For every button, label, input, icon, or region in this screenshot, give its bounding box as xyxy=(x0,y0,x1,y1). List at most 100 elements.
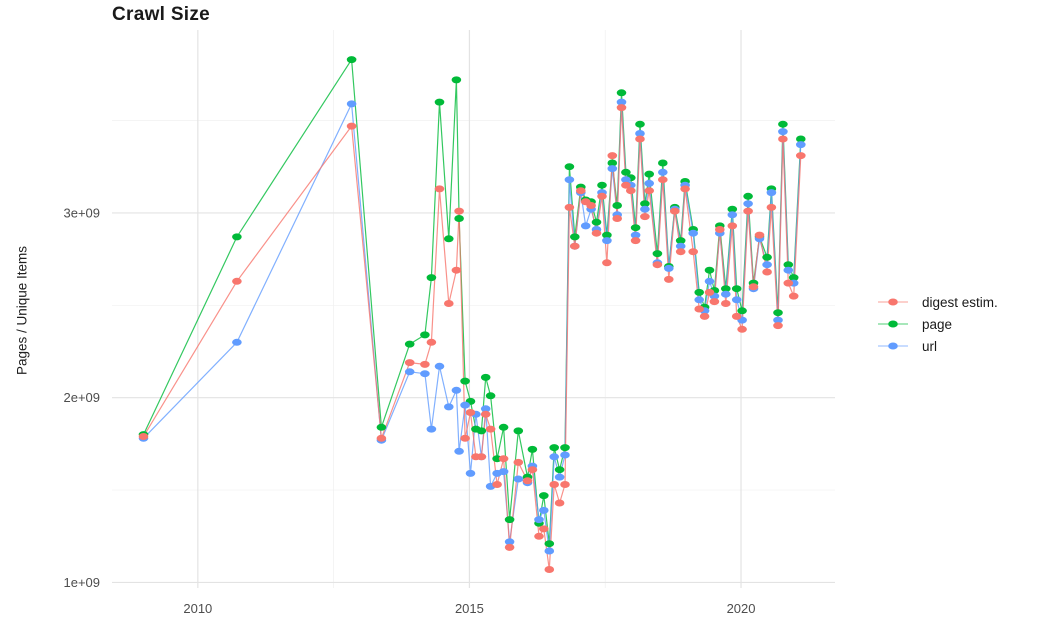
data-point-page xyxy=(554,466,565,474)
data-point-page xyxy=(498,423,509,431)
data-point-digest xyxy=(549,481,559,488)
data-point-digest xyxy=(376,434,387,442)
y-tick-label: 3e+09 xyxy=(63,205,100,220)
legend-label-url: url xyxy=(922,338,938,354)
data-point-digest xyxy=(778,135,788,143)
data-point-url xyxy=(630,231,641,239)
series-line-digest xyxy=(142,107,802,571)
data-point-page xyxy=(602,231,612,239)
data-point-url xyxy=(504,538,515,546)
data-point-url xyxy=(232,338,242,346)
data-point-digest xyxy=(564,203,575,211)
data-point-page xyxy=(762,253,772,261)
data-point-url xyxy=(480,405,491,413)
data-point-url xyxy=(549,453,559,461)
y-tick-label: 2e+09 xyxy=(63,390,100,405)
data-point-page xyxy=(621,168,631,176)
data-point-url xyxy=(688,229,698,237)
data-point-digest xyxy=(788,292,799,300)
data-point-page xyxy=(460,377,470,385)
data-point-page xyxy=(513,427,524,435)
data-point-digest xyxy=(513,458,524,466)
data-point-digest xyxy=(451,266,462,274)
data-point-digest xyxy=(766,203,777,211)
data-point-digest xyxy=(704,288,715,296)
data-point-page xyxy=(635,120,645,128)
data-point-page xyxy=(539,492,549,500)
legend-label-page: page xyxy=(922,316,953,332)
data-point-page xyxy=(476,427,487,435)
minor-gridlines xyxy=(112,30,835,588)
data-point-digest xyxy=(699,312,710,320)
legend-item-url: url xyxy=(877,335,998,357)
data-point-page xyxy=(420,331,430,339)
chart-title: Crawl Size xyxy=(112,4,211,25)
data-point-page xyxy=(451,76,462,84)
data-point-digest xyxy=(616,104,627,112)
data-point-digest xyxy=(658,176,668,184)
data-point-digest xyxy=(554,499,565,507)
data-point-url xyxy=(498,468,509,476)
data-point-page xyxy=(549,444,559,452)
data-point-page xyxy=(630,224,641,232)
data-point-digest xyxy=(460,434,470,442)
data-point-page xyxy=(454,215,464,222)
data-point-url xyxy=(796,141,806,149)
data-point-page xyxy=(607,159,618,167)
data-point-url xyxy=(554,473,565,481)
data-point-digest xyxy=(727,222,738,230)
data-point-digest xyxy=(773,322,783,330)
data-point-url xyxy=(454,447,464,455)
series-points xyxy=(138,56,806,573)
data-point-url xyxy=(704,277,715,285)
data-point-url xyxy=(694,296,704,304)
data-point-digest xyxy=(675,248,686,256)
data-point-digest xyxy=(534,532,544,540)
data-point-url xyxy=(766,189,777,197)
data-point-page xyxy=(560,444,570,452)
data-point-page xyxy=(675,237,686,245)
data-point-page xyxy=(570,233,580,241)
data-point-url xyxy=(602,237,612,245)
data-point-url xyxy=(404,368,415,376)
data-point-digest xyxy=(539,525,549,533)
data-point-url xyxy=(465,469,476,477)
data-point-page xyxy=(616,89,627,97)
data-point-digest xyxy=(404,359,415,367)
data-point-digest xyxy=(560,481,570,488)
data-point-digest xyxy=(465,409,476,416)
data-point-page xyxy=(564,163,575,171)
data-point-page xyxy=(591,218,602,226)
data-point-url xyxy=(635,130,645,137)
data-point-url xyxy=(773,316,783,324)
data-point-digest xyxy=(232,277,242,285)
data-point-digest xyxy=(644,187,654,195)
legend: digest estim. page url xyxy=(877,291,998,357)
data-point-page xyxy=(731,285,742,293)
data-point-page xyxy=(404,340,415,348)
data-point-digest xyxy=(721,300,731,307)
legend-key-dot xyxy=(888,298,898,306)
data-point-digest xyxy=(434,185,445,193)
data-point-page xyxy=(444,235,454,243)
data-point-url xyxy=(544,547,555,555)
data-point-page xyxy=(504,516,515,524)
data-point-url xyxy=(539,506,549,514)
data-point-digest xyxy=(498,455,509,463)
data-point-digest xyxy=(138,433,149,440)
data-point-page xyxy=(652,250,663,258)
data-point-page xyxy=(527,445,538,453)
data-point-digest xyxy=(762,268,772,276)
data-point-url xyxy=(658,168,668,176)
data-point-digest xyxy=(688,248,698,256)
data-point-digest xyxy=(640,213,650,221)
x-tick-label: 2010 xyxy=(183,601,212,616)
data-point-page xyxy=(778,120,788,128)
legend-item-digest-estim: digest estim. xyxy=(877,291,998,313)
data-point-url xyxy=(731,296,742,304)
data-point-page xyxy=(426,274,437,282)
data-point-url xyxy=(675,242,686,250)
legend-key-url xyxy=(878,342,908,350)
